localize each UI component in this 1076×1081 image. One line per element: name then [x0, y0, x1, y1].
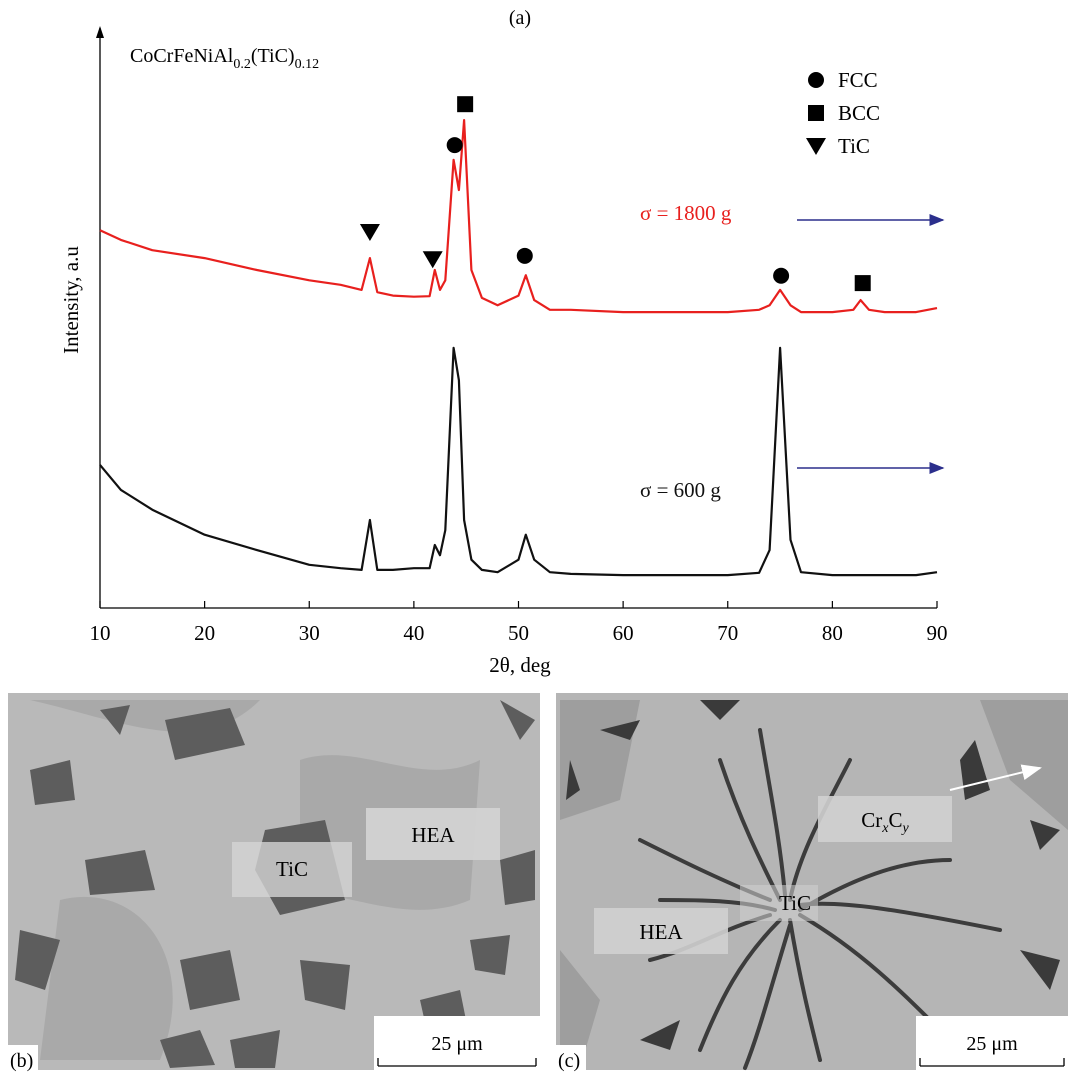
panel-label: (b) [10, 1050, 33, 1072]
series-line [99, 346, 938, 577]
sample-sub: 0.12 [295, 57, 320, 72]
legend-symbol [808, 72, 824, 88]
sample-label: CoCrFeNiAl0.2(TiC)0.12 [130, 45, 319, 72]
phase-marker [457, 96, 474, 113]
chart-title: (a) [509, 7, 531, 29]
carbide-sub: x [881, 821, 889, 836]
series-line [99, 119, 938, 314]
phase-marker [359, 223, 380, 241]
sample-sub: 0.2 [233, 57, 251, 72]
x-tick-label: 30 [299, 621, 320, 645]
region-label: TiC [276, 857, 308, 881]
phase-marker [773, 267, 790, 284]
carbide-part: Cr [861, 808, 882, 832]
panel-label: (c) [558, 1050, 580, 1072]
x-tick-label: 90 [927, 621, 948, 645]
phase-marker [854, 275, 871, 292]
region-label: HEA [411, 823, 455, 847]
x-tick-label: 60 [613, 621, 634, 645]
series-label: σ = 600 g [640, 478, 721, 502]
legend-label: TiC [838, 134, 870, 158]
y-axis-arrow [96, 26, 104, 38]
legend-symbol [806, 138, 826, 155]
micrograph-bg [556, 693, 1068, 1070]
phase-marker [422, 251, 443, 269]
series-label: σ = 1800 g [640, 201, 732, 225]
micrograph-b: TiC HEA (b) 25 μm [8, 693, 540, 1072]
region-label: TiC [779, 891, 811, 915]
carbide-sub: y [901, 821, 910, 836]
phase-marker [516, 247, 533, 264]
x-tick-label: 50 [508, 621, 529, 645]
legend-label: FCC [838, 68, 878, 92]
region-label: HEA [639, 920, 683, 944]
x-tick-label: 80 [822, 621, 843, 645]
x-tick-label: 10 [90, 621, 111, 645]
micrograph-c: HEA TiC CrxCy (c) 25 μm [556, 693, 1068, 1072]
phase-marker [446, 137, 463, 154]
scale-bar-label: 25 μm [966, 1033, 1018, 1055]
y-axis-label: Intensity, a.u [59, 246, 83, 354]
sample-main: CoCrFeNiAl [130, 45, 234, 67]
x-tick-label: 70 [717, 621, 738, 645]
x-axis-label: 2θ, deg [489, 653, 551, 677]
sample-main: (TiC) [251, 45, 295, 67]
region-label: CrxCy [861, 808, 909, 836]
carbide-part: C [888, 808, 902, 832]
legend-symbol [808, 105, 824, 121]
scale-bar-label: 25 μm [431, 1033, 483, 1055]
legend-label: BCC [838, 101, 880, 125]
x-tick-label: 20 [194, 621, 215, 645]
xrd-chart: (a) CoCrFeNiAl0.2(TiC)0.12 2θ, deg Inten… [59, 7, 948, 677]
x-tick-label: 40 [403, 621, 424, 645]
